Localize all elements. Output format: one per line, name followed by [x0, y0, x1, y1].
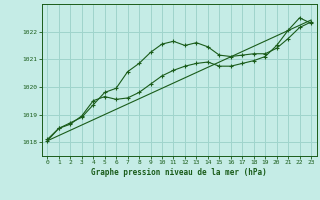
X-axis label: Graphe pression niveau de la mer (hPa): Graphe pression niveau de la mer (hPa) — [91, 168, 267, 177]
